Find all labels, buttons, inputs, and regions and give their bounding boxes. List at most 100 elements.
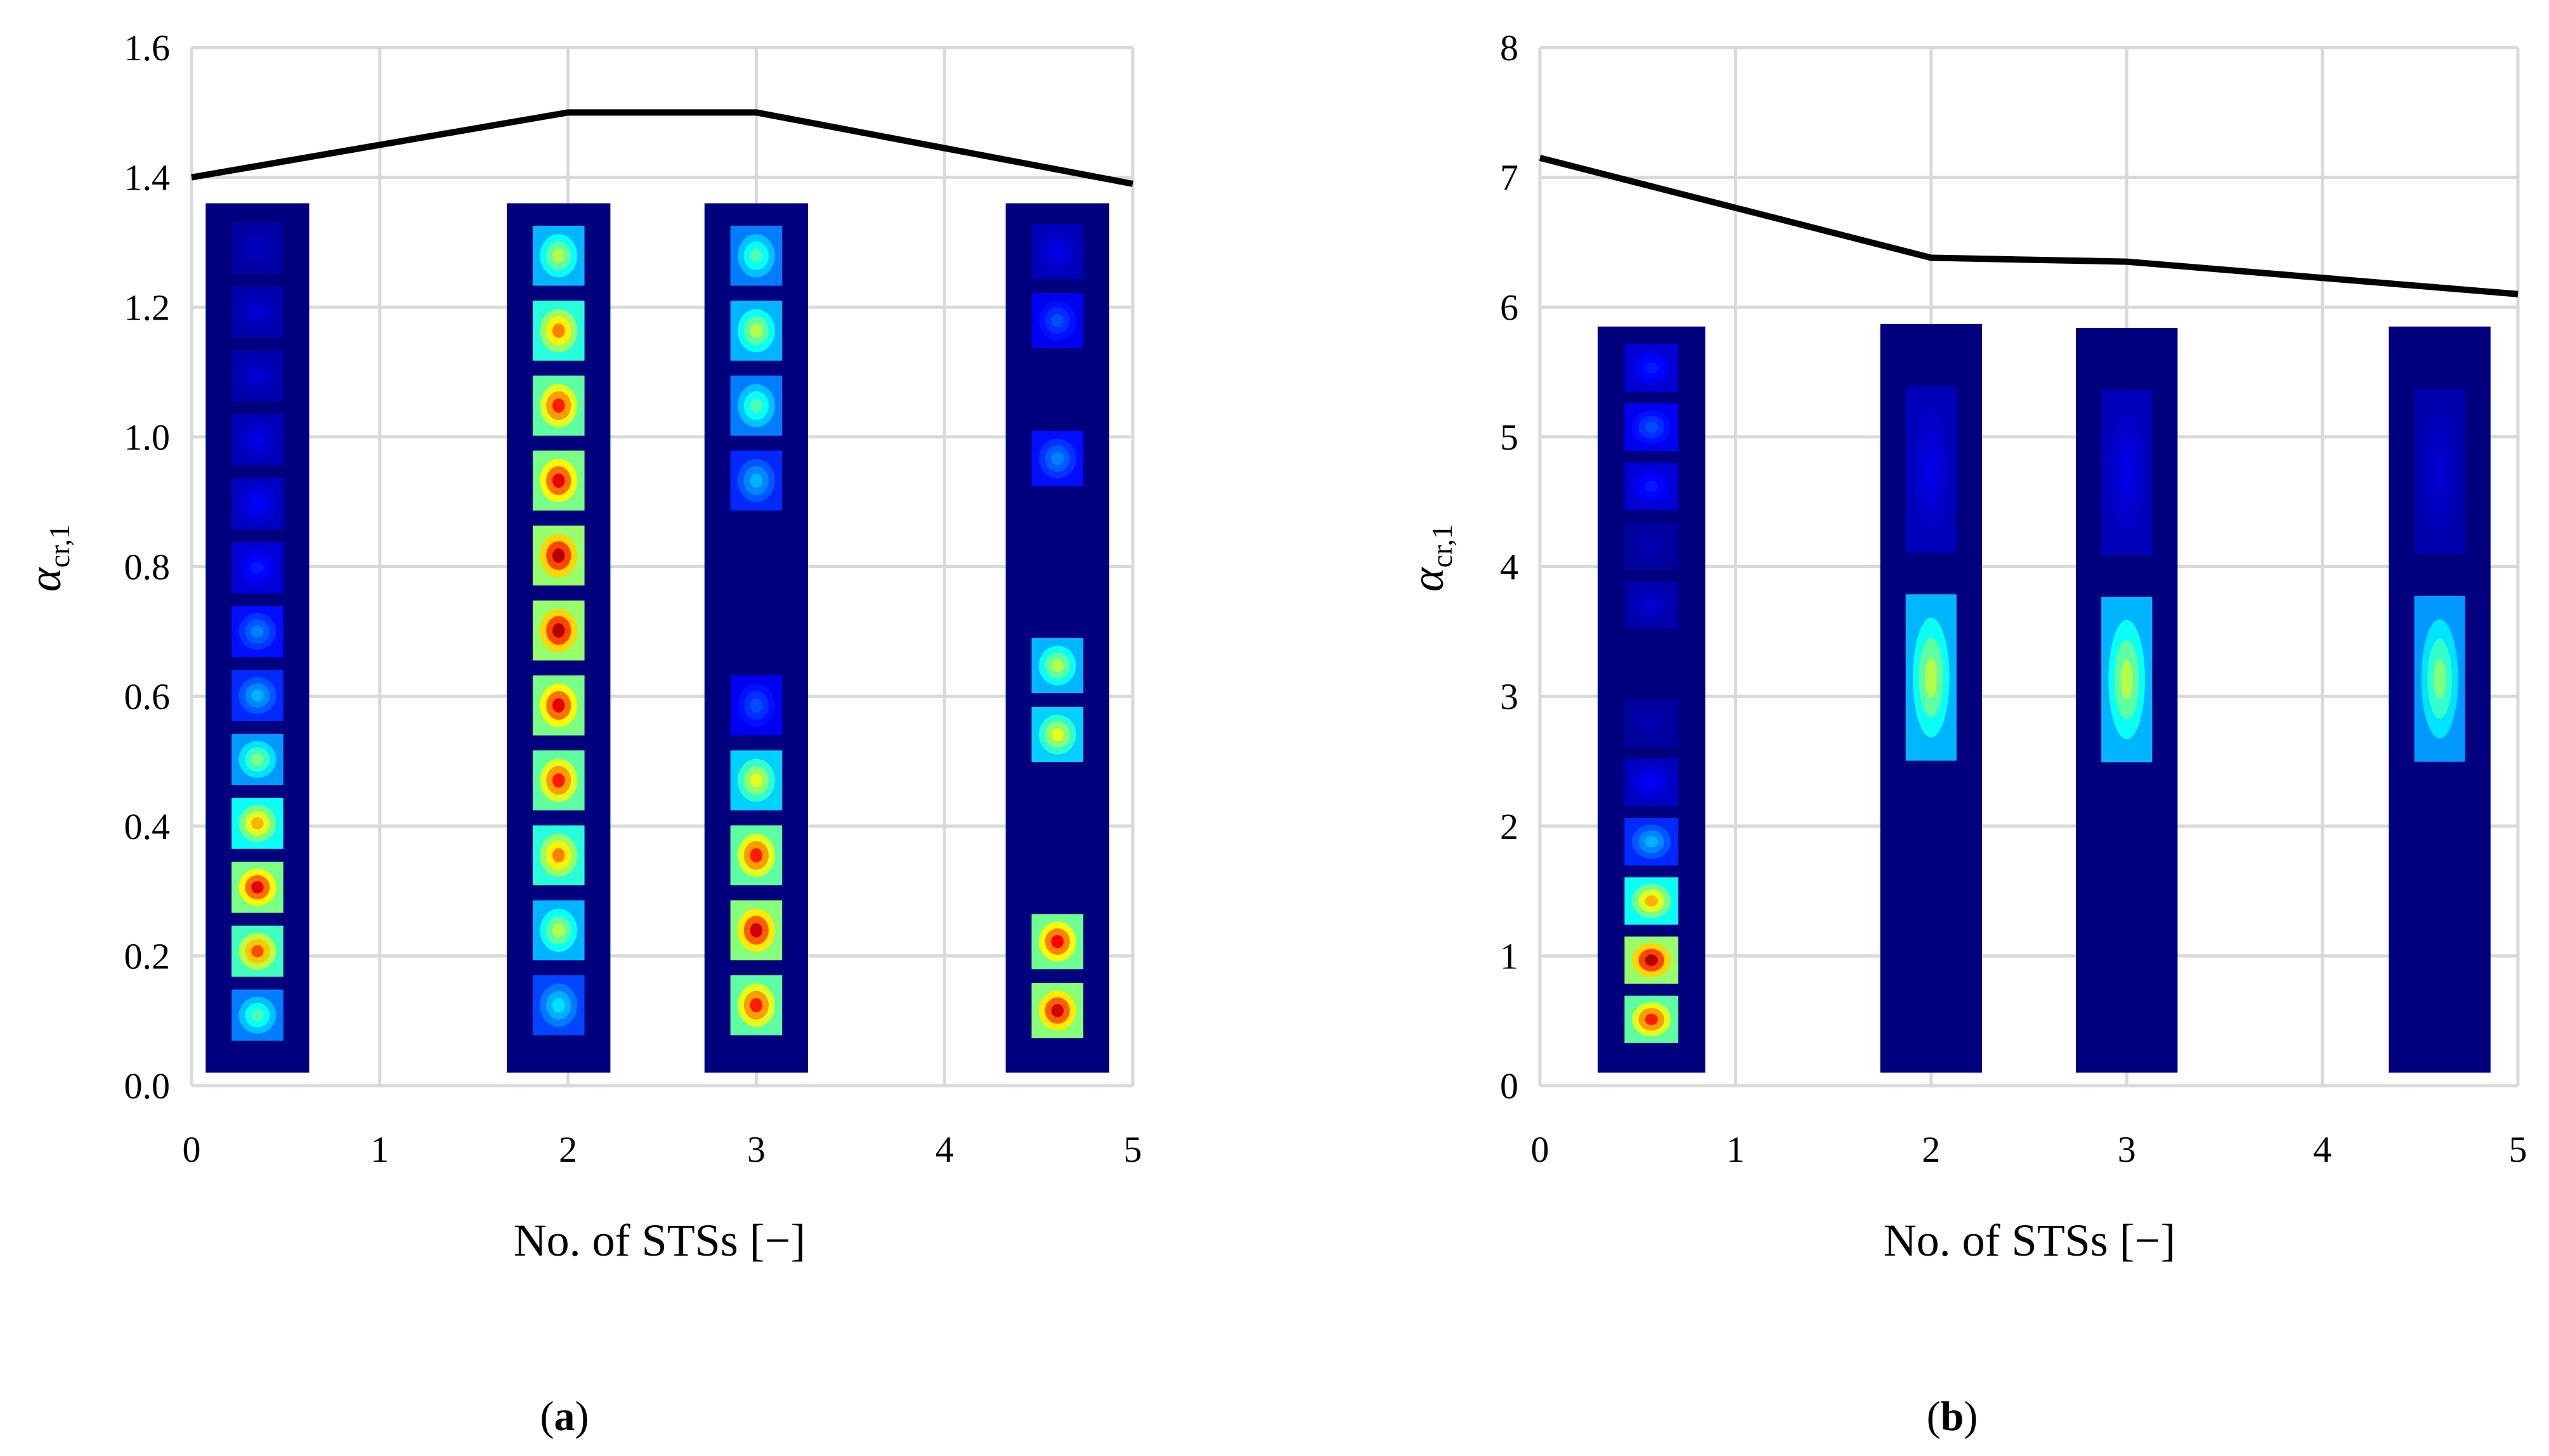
a-panel-label-letter: a [554,1393,575,1440]
b-y-tick-label: 4 [1500,547,1518,588]
a-mode-shape-contour [251,689,264,702]
b-mode-shape-1 [1597,326,1705,1073]
a-mode-shape-contour [552,698,565,713]
b-mode-shape-contour [2120,453,2133,493]
a-mode-shape-contour [750,323,763,338]
a-mode-shape-contour [750,773,763,788]
b-y-tick-label: 7 [1500,157,1518,198]
b-mode-shape-contour [2120,660,2133,699]
b-mode-shape-contour [2434,659,2446,699]
a-series-line-1 [191,109,1133,187]
a-y-tick-label: 0.0 [124,1065,171,1107]
a-y-tick-label: 0.8 [124,547,171,588]
a-panel-label-open: ( [540,1393,554,1440]
a-mode-shape-contour [251,881,264,894]
b-mode-shape-contour [2434,452,2446,492]
a-mode-shape-4 [1005,203,1109,1073]
b-mode-shape-contour [1645,895,1658,907]
a-mode-shape-contour [251,625,264,638]
b-y-axis-subscript: cr,1 [1426,524,1458,568]
a-mode-shape-contour [251,817,264,830]
b-mode-shape-3 [2076,327,2178,1073]
a-mode-shape-contour [552,773,565,788]
b-mode-shape-contour [1645,777,1658,788]
b-mode-shape-contour [1925,657,1938,698]
b-x-tick-labels: 0 1 2 3 4 5 [1531,1129,2527,1170]
panel-b: 0 1 2 3 4 5 6 7 8 0 1 2 3 4 5 No. of STSs [−] αcr,1 (… [1402,27,2527,1440]
a-mode-shape-contour [251,306,264,318]
a-mode-shape-contour [750,398,763,413]
panel-a: 0.0 0.2 0.4 0.6 0.8 1.0 1.2 1.4 1.6 0 1 2 3 4 5 No. o… [20,27,1142,1440]
a-mode-shape-contour [750,923,763,938]
a-x-tick-label: 0 [183,1129,201,1170]
b-mode-shape-contour [1645,836,1658,848]
a-x-axis-label: No. of STSs [−] [514,1215,806,1266]
a-mode-shape-contour [251,497,264,510]
b-y-axis-symbol: α [1402,567,1453,592]
a-y-tick-label: 0.4 [124,806,171,847]
a-y-tick-label: 1.0 [124,417,171,458]
b-y-tick-label: 2 [1500,806,1518,847]
a-mode-shape-1 [205,203,310,1073]
a-mode-shape-insets [205,203,1109,1073]
b-mode-shape-contour [1645,540,1658,552]
a-mode-shape-contour [251,433,264,446]
a-panel-label-close: ) [575,1393,589,1440]
a-mode-shape-contour [750,248,763,263]
a-mode-shape-contour [1051,314,1064,327]
b-panel-label-open: ( [1927,1393,1941,1440]
a-x-tick-label: 4 [936,1129,954,1170]
a-x-tick-labels: 0 1 2 3 4 5 [183,1129,1142,1170]
a-mode-shape-contour [552,623,565,638]
b-series-line-1 [1539,155,2519,297]
b-y-tick-label: 0 [1500,1065,1518,1107]
b-y-tick-label: 6 [1500,287,1518,328]
a-mode-shape-contour [251,370,264,382]
a-mode-shape-contour [251,753,264,766]
b-y-axis-label: αcr,1 [1402,524,1458,592]
b-mode-shape-insets [1597,323,2491,1073]
b-x-axis-label: No. of STSs [−] [1884,1215,2176,1266]
b-mode-shape-contour [1645,954,1658,966]
a-mode-shape-contour [552,248,565,263]
b-mode-shape-2 [1880,323,1982,1073]
a-mode-shape-contour [750,698,763,713]
b-x-tick-label: 4 [2313,1129,2331,1170]
a-y-axis-symbol: α [20,567,70,592]
b-y-tick-label: 3 [1500,676,1518,717]
a-mode-shape-contour [1051,935,1064,949]
a-x-tick-label: 3 [747,1129,766,1170]
b-mode-shape-contour [1645,362,1658,374]
b-y-tick-label: 8 [1500,27,1518,68]
a-panel-label: (a) [540,1393,589,1440]
a-y-tick-label: 0.6 [124,676,171,717]
a-x-tick-label: 5 [1124,1129,1142,1170]
a-grid [190,46,1135,1088]
b-mode-shape-4 [2389,326,2491,1073]
b-mode-shape-contour [1645,421,1658,433]
a-mode-shape-contour [1051,452,1064,465]
a-y-tick-label: 1.4 [124,157,171,198]
b-mode-shape-contour [1925,449,1938,490]
a-mode-shape-contour [552,548,565,563]
a-y-axis-subscript: cr,1 [43,524,75,568]
a-curve-layer [191,109,1133,187]
b-x-tick-label: 5 [2509,1129,2527,1170]
a-mode-shape-contour [552,398,565,413]
b-y-tick-labels: 0 1 2 3 4 5 6 7 8 [1500,27,1518,1107]
b-mode-shape-contour [1645,599,1658,611]
a-mode-shape-contour [750,473,763,488]
b-mode-shape-contour [1645,481,1658,493]
a-y-axis-label: αcr,1 [20,524,75,592]
a-mode-shape-contour [552,848,565,863]
a-mode-shape-contour [1051,1004,1064,1018]
a-x-tick-label: 1 [370,1129,389,1170]
b-panel-label-letter: b [1941,1393,1964,1440]
b-y-tick-label: 1 [1500,935,1518,977]
b-mode-shape-contour [1645,1013,1658,1025]
a-y-tick-label: 1.6 [124,27,171,68]
b-x-tick-label: 0 [1531,1129,1549,1170]
a-mode-shape-contour [251,945,264,958]
a-x-tick-label: 2 [559,1129,577,1170]
